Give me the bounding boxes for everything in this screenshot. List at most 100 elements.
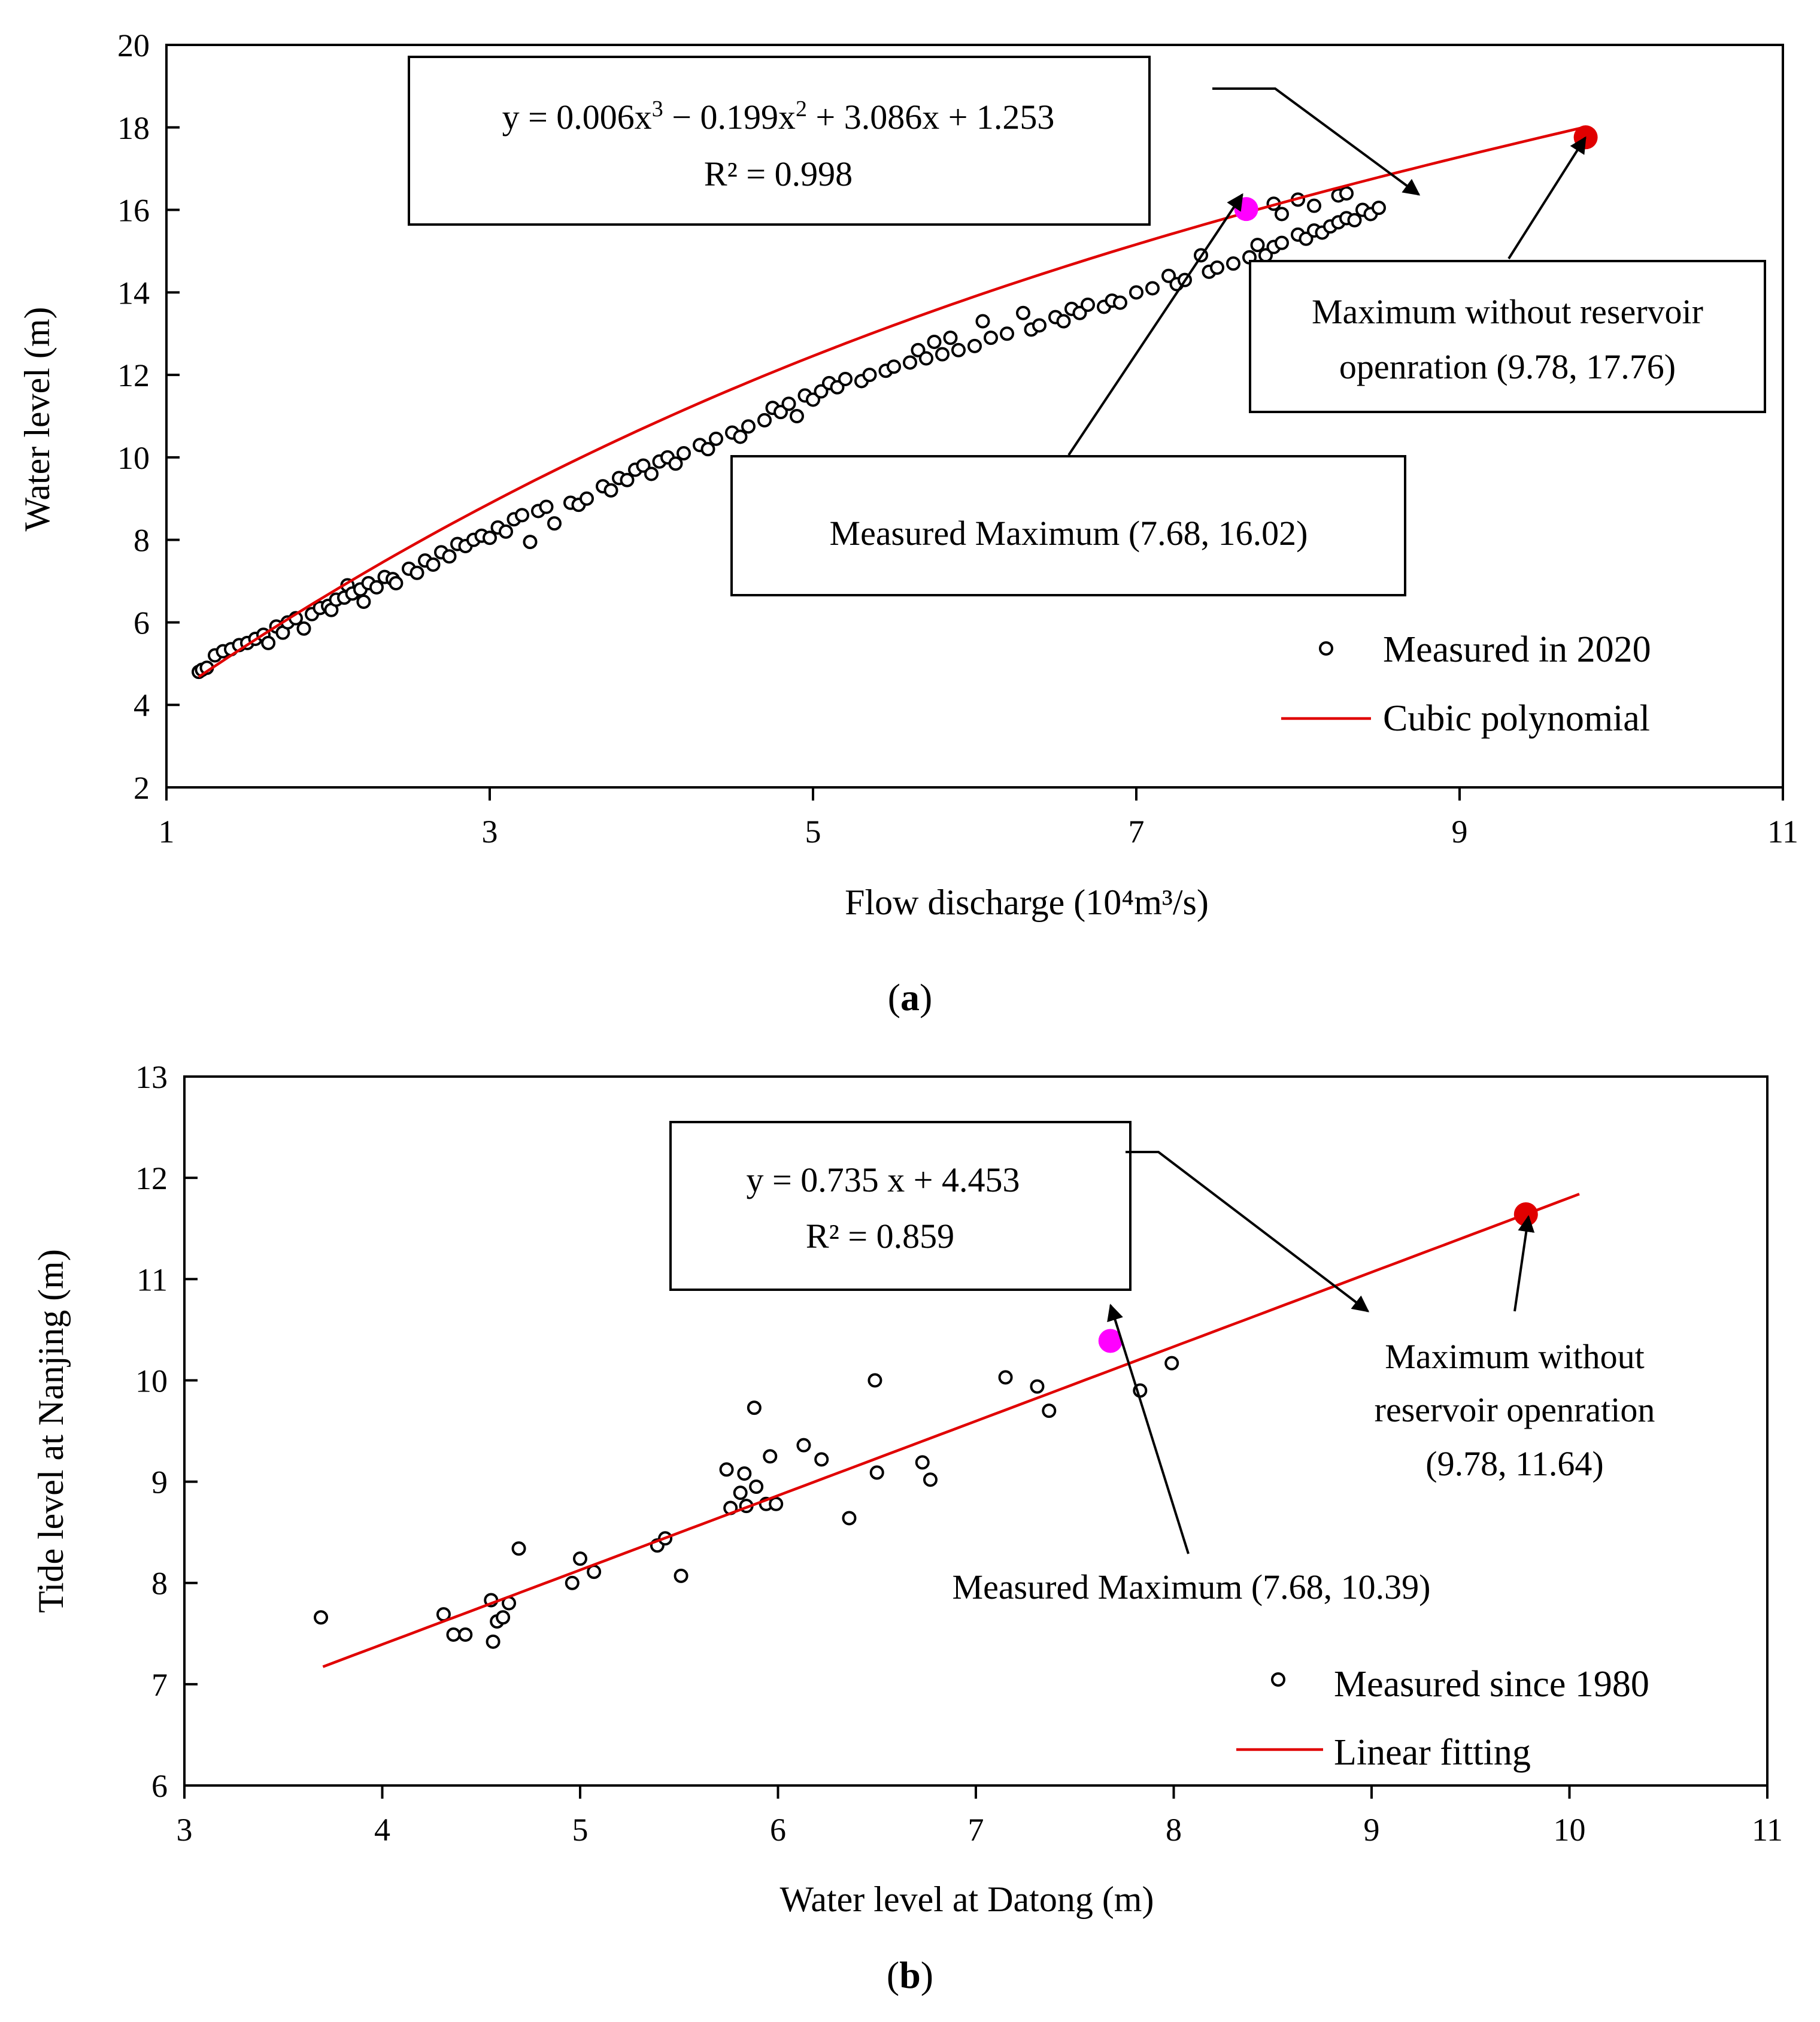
data-point bbox=[923, 1472, 938, 1487]
chart-panel-a: 2 4 6 8 10 12 14 16 18 20 1 3 5 7 9 11 Flow discharge … bbox=[17, 28, 1798, 1018]
y-tick-label-a: 16 bbox=[117, 193, 150, 229]
legend-marker-icon-a bbox=[1319, 641, 1333, 656]
data-point bbox=[781, 396, 796, 411]
x-tick-label-b: 11 bbox=[1752, 1812, 1783, 1848]
data-point bbox=[838, 372, 853, 386]
data-point bbox=[1226, 256, 1240, 271]
data-point bbox=[1347, 213, 1362, 228]
y-tick-label-a: 10 bbox=[117, 440, 150, 476]
data-point bbox=[774, 405, 788, 420]
y-axis-title-b: Tide level at Nanjing (m) bbox=[31, 1249, 71, 1613]
data-point bbox=[869, 1465, 884, 1480]
data-point bbox=[1030, 1379, 1045, 1394]
data-point bbox=[677, 446, 691, 460]
y-tick-label-a: 14 bbox=[117, 275, 150, 311]
data-point bbox=[515, 508, 529, 523]
data-point bbox=[915, 1455, 930, 1470]
data-point bbox=[919, 351, 933, 366]
data-point bbox=[943, 331, 958, 345]
x-tick-label-b: 6 bbox=[770, 1812, 786, 1848]
equation-text-a: y = 0.006x3 − 0.199x2 + 3.086x + 1.253 bbox=[502, 96, 1055, 137]
data-point bbox=[769, 1496, 784, 1511]
y-tick-label-b: 11 bbox=[136, 1262, 168, 1298]
data-point bbox=[806, 392, 820, 407]
equation-box-b bbox=[669, 1121, 1132, 1291]
max-without-label-b-line2: reservoir openration bbox=[1375, 1390, 1655, 1429]
data-point bbox=[511, 1541, 526, 1556]
data-point bbox=[565, 1575, 580, 1590]
data-point bbox=[426, 557, 441, 572]
x-axis-title-b: Water level at Datong (m) bbox=[780, 1879, 1154, 1919]
max-without-label-b-line1: Maximum without bbox=[1385, 1337, 1644, 1376]
data-point bbox=[700, 442, 715, 457]
data-point bbox=[1042, 1403, 1057, 1418]
max-without-label-a-line1: Maximum without reservoir bbox=[1312, 292, 1703, 331]
x-tick-label-b: 3 bbox=[177, 1812, 193, 1848]
legend-label-fit-b: Linear fitting bbox=[1334, 1732, 1531, 1773]
data-point bbox=[496, 1610, 511, 1625]
data-point bbox=[763, 1449, 778, 1464]
legend-label-measured-a: Measured in 2020 bbox=[1383, 629, 1651, 670]
arrow-to-max-without-b bbox=[1513, 1215, 1535, 1312]
y-axis-title-a: Water level (m) bbox=[17, 307, 57, 532]
x-tick-label-b: 10 bbox=[1554, 1812, 1586, 1848]
data-point bbox=[796, 1438, 811, 1453]
y-tick-label-a: 2 bbox=[134, 770, 150, 806]
data-point bbox=[1307, 198, 1321, 213]
max-without-label-a-line2: openration (9.78, 17.76) bbox=[1339, 347, 1676, 386]
chart-panel-b: 6 7 8 9 10 11 12 13 3 4 5 6 7 8 9 10 11 Water level at … bbox=[31, 1059, 1783, 1996]
data-point bbox=[927, 335, 942, 349]
data-point bbox=[790, 409, 804, 423]
arrow-to-max-without-a bbox=[1507, 136, 1587, 260]
data-point bbox=[1339, 186, 1354, 201]
data-point bbox=[296, 621, 311, 636]
y-tick-label-a: 18 bbox=[117, 110, 150, 146]
x-axis-title-a: Flow discharge (10⁴m³/s) bbox=[845, 883, 1209, 922]
data-point bbox=[733, 429, 748, 444]
data-point bbox=[1145, 281, 1160, 296]
arrow-to-fit-a bbox=[1212, 87, 1421, 196]
data-point bbox=[887, 359, 901, 374]
x-axis-ticks-a: 1 3 5 7 9 11 bbox=[159, 787, 1798, 850]
y-tick-label-b: 12 bbox=[135, 1160, 168, 1196]
data-point bbox=[547, 516, 562, 531]
x-tick-label-a: 11 bbox=[1767, 814, 1798, 850]
data-point bbox=[1072, 305, 1087, 320]
equation-text-b: y = 0.735 x + 4.453 bbox=[747, 1160, 1020, 1199]
data-point bbox=[523, 535, 538, 550]
data-point bbox=[369, 580, 384, 595]
fit-line-b bbox=[322, 1193, 1580, 1668]
y-tick-label-a: 20 bbox=[117, 28, 150, 63]
data-point bbox=[911, 342, 926, 357]
data-point bbox=[1275, 207, 1289, 222]
data-point bbox=[862, 368, 877, 383]
data-point bbox=[580, 491, 594, 506]
max-without-point-a bbox=[1573, 125, 1598, 150]
data-point bbox=[314, 1610, 329, 1625]
data-point bbox=[830, 380, 845, 395]
data-point bbox=[737, 1466, 752, 1481]
x-tick-label-a: 3 bbox=[482, 814, 498, 850]
equation-box-a bbox=[408, 56, 1151, 226]
x-tick-label-a: 5 bbox=[805, 814, 821, 850]
data-point bbox=[867, 1373, 882, 1388]
data-point bbox=[1164, 1356, 1179, 1371]
measured-max-label-a: Measured Maximum (7.68, 16.02) bbox=[830, 514, 1308, 553]
data-point bbox=[951, 342, 966, 357]
y-tick-label-a: 4 bbox=[134, 687, 150, 723]
data-point bbox=[620, 472, 635, 487]
x-axis-ticks-b: 3 4 5 6 7 8 9 10 11 bbox=[177, 1785, 1783, 1848]
y-tick-label-b: 7 bbox=[151, 1667, 168, 1703]
data-point bbox=[1299, 231, 1314, 246]
max-without-box-a bbox=[1249, 260, 1766, 413]
measured-max-label-b: Measured Maximum (7.68, 10.39) bbox=[953, 1568, 1431, 1606]
data-point bbox=[975, 314, 990, 329]
data-point bbox=[814, 384, 829, 399]
x-tick-label-b: 7 bbox=[968, 1812, 984, 1848]
data-point bbox=[757, 413, 772, 428]
data-point bbox=[719, 1462, 734, 1477]
data-point bbox=[636, 458, 651, 473]
y-tick-label-b: 10 bbox=[135, 1363, 168, 1399]
data-point bbox=[733, 1486, 748, 1500]
data-point bbox=[967, 338, 982, 353]
